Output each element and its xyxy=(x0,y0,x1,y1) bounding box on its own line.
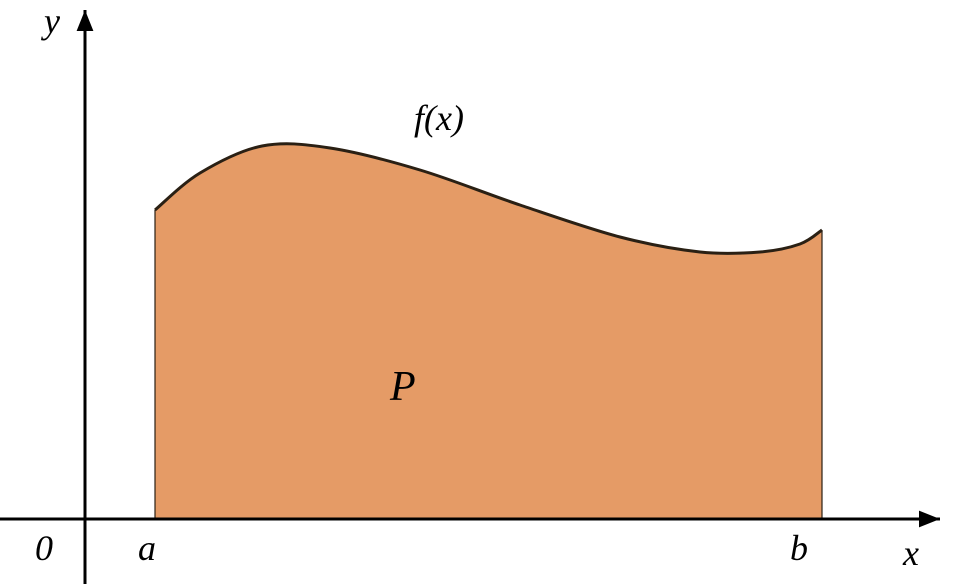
label-x: x xyxy=(902,533,919,573)
label-origin: 0 xyxy=(35,528,53,568)
area-P xyxy=(155,144,822,519)
y-axis-arrow xyxy=(77,10,94,31)
label-y: y xyxy=(41,1,60,41)
x-axis-arrow xyxy=(919,511,940,528)
label-fx: f(x) xyxy=(414,98,464,138)
label-a: a xyxy=(138,528,156,568)
label-b: b xyxy=(790,528,808,568)
integral-area-plot: 0 a b x y f(x) P xyxy=(0,0,960,584)
label-P: P xyxy=(389,364,416,410)
shaded-region xyxy=(155,144,822,519)
